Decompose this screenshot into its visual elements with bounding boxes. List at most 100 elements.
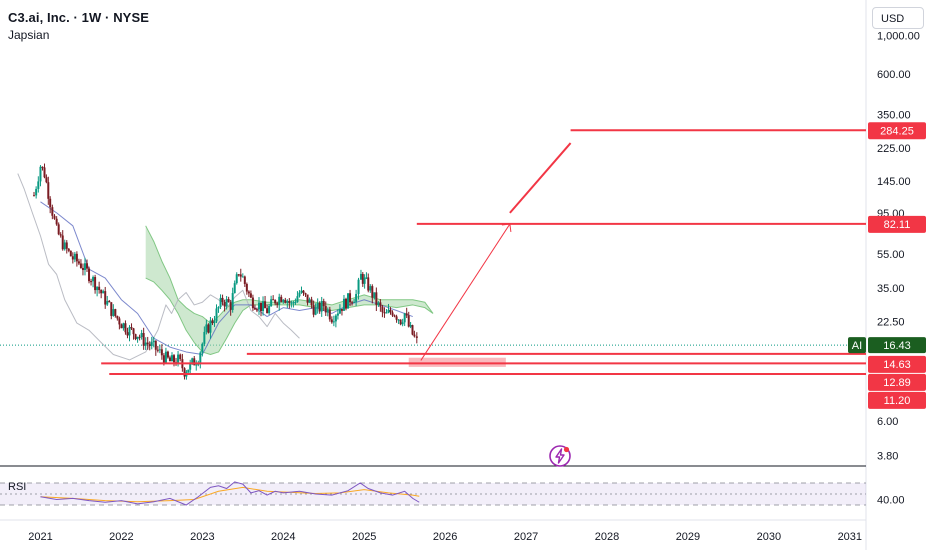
candle-body xyxy=(385,312,388,314)
candle-body xyxy=(170,355,173,362)
candle-body xyxy=(201,343,204,353)
candle-body xyxy=(413,334,416,337)
x-tick-label: 2031 xyxy=(838,531,862,543)
candle-body xyxy=(407,315,410,327)
candle-body xyxy=(189,362,192,370)
candle-body xyxy=(154,340,157,350)
candle-body xyxy=(264,301,267,309)
flash-icon[interactable] xyxy=(548,444,572,468)
x-tick-label: 2027 xyxy=(514,531,538,543)
candle-body xyxy=(110,302,113,316)
candle-body xyxy=(41,166,44,168)
candle-body xyxy=(239,274,242,277)
ticker-symbol: AI xyxy=(852,340,862,352)
candle-body xyxy=(114,309,117,316)
candle-body xyxy=(144,342,147,346)
candle-body xyxy=(213,321,216,324)
y-tick-label: 145.00 xyxy=(877,176,911,188)
candle-body xyxy=(217,306,220,309)
rsi-label: RSI xyxy=(8,481,27,493)
candle-body xyxy=(128,327,131,336)
candle-body xyxy=(379,302,382,307)
candle-body xyxy=(183,368,186,377)
candle-body xyxy=(187,369,190,373)
candle-body xyxy=(55,218,58,225)
candle-body xyxy=(150,342,153,346)
price-label: 11.20 xyxy=(884,395,911,407)
candle-body xyxy=(94,277,97,291)
candle-body xyxy=(371,286,374,298)
projection-line xyxy=(509,142,572,214)
candle-body xyxy=(272,299,275,301)
candle-body xyxy=(365,277,368,279)
candle-body xyxy=(409,325,412,327)
candle-body xyxy=(304,293,307,295)
candle-body xyxy=(69,250,72,257)
x-tick-label: 2025 xyxy=(352,531,376,543)
ichimoku-cloud xyxy=(145,225,433,355)
candle-body xyxy=(142,333,145,346)
candle-body xyxy=(405,313,408,316)
target-zone xyxy=(408,357,506,367)
projection-arrow xyxy=(420,223,511,361)
currency-button[interactable]: USD xyxy=(872,7,924,29)
candle-body xyxy=(322,301,325,307)
candle-body xyxy=(32,195,35,197)
candle-body xyxy=(336,313,339,316)
candle-body xyxy=(221,297,224,302)
candle-body xyxy=(96,286,99,291)
candle-body xyxy=(355,294,358,302)
candle-body xyxy=(274,300,277,304)
candle-body xyxy=(65,242,68,249)
x-tick-label: 2024 xyxy=(271,531,295,543)
candle-body xyxy=(284,299,287,303)
price-label-bg xyxy=(868,122,926,140)
y-tick-label: 3.80 xyxy=(877,450,898,462)
candle-body xyxy=(249,293,252,298)
candle-body xyxy=(334,315,337,322)
candle-body xyxy=(247,291,250,294)
candle-body xyxy=(75,253,78,262)
candle-body xyxy=(179,354,182,360)
candle-body xyxy=(332,321,335,323)
candle-body xyxy=(90,281,93,283)
lagging-span xyxy=(17,173,300,361)
candle-body xyxy=(35,188,38,196)
candle-body xyxy=(67,248,70,251)
candle-body xyxy=(102,291,105,294)
candle-body xyxy=(280,296,283,302)
candle-body xyxy=(251,297,254,309)
candle-body xyxy=(53,215,56,219)
candle-body xyxy=(320,301,323,312)
candle-body xyxy=(231,293,234,310)
candle-body xyxy=(86,263,89,269)
candle-body xyxy=(302,290,305,294)
lead-span-b xyxy=(145,277,434,356)
candle-body xyxy=(49,198,52,208)
current-price-label: 16.43 xyxy=(883,340,911,352)
y-tick-label: 1,000.00 xyxy=(877,31,920,43)
candle-body xyxy=(47,182,50,199)
x-tick-label: 2021 xyxy=(28,531,52,543)
candle-body xyxy=(215,308,218,322)
price-label: 284.25 xyxy=(880,125,914,137)
candle-body xyxy=(361,273,364,284)
candles xyxy=(32,163,418,380)
candle-body xyxy=(270,299,273,307)
candle-body xyxy=(397,319,400,321)
candle-body xyxy=(108,301,111,303)
candle-body xyxy=(286,301,289,303)
candle-body xyxy=(342,298,345,311)
candle-body xyxy=(383,312,386,314)
candle-body xyxy=(57,224,60,235)
candle-body xyxy=(314,307,317,315)
candle-body xyxy=(316,303,319,308)
candle-body xyxy=(338,309,341,314)
candle-body xyxy=(411,325,414,335)
candle-body xyxy=(138,336,141,338)
candle-body xyxy=(130,327,133,329)
candle-body xyxy=(173,355,176,363)
candle-body xyxy=(152,340,155,343)
candle-body xyxy=(166,351,169,358)
